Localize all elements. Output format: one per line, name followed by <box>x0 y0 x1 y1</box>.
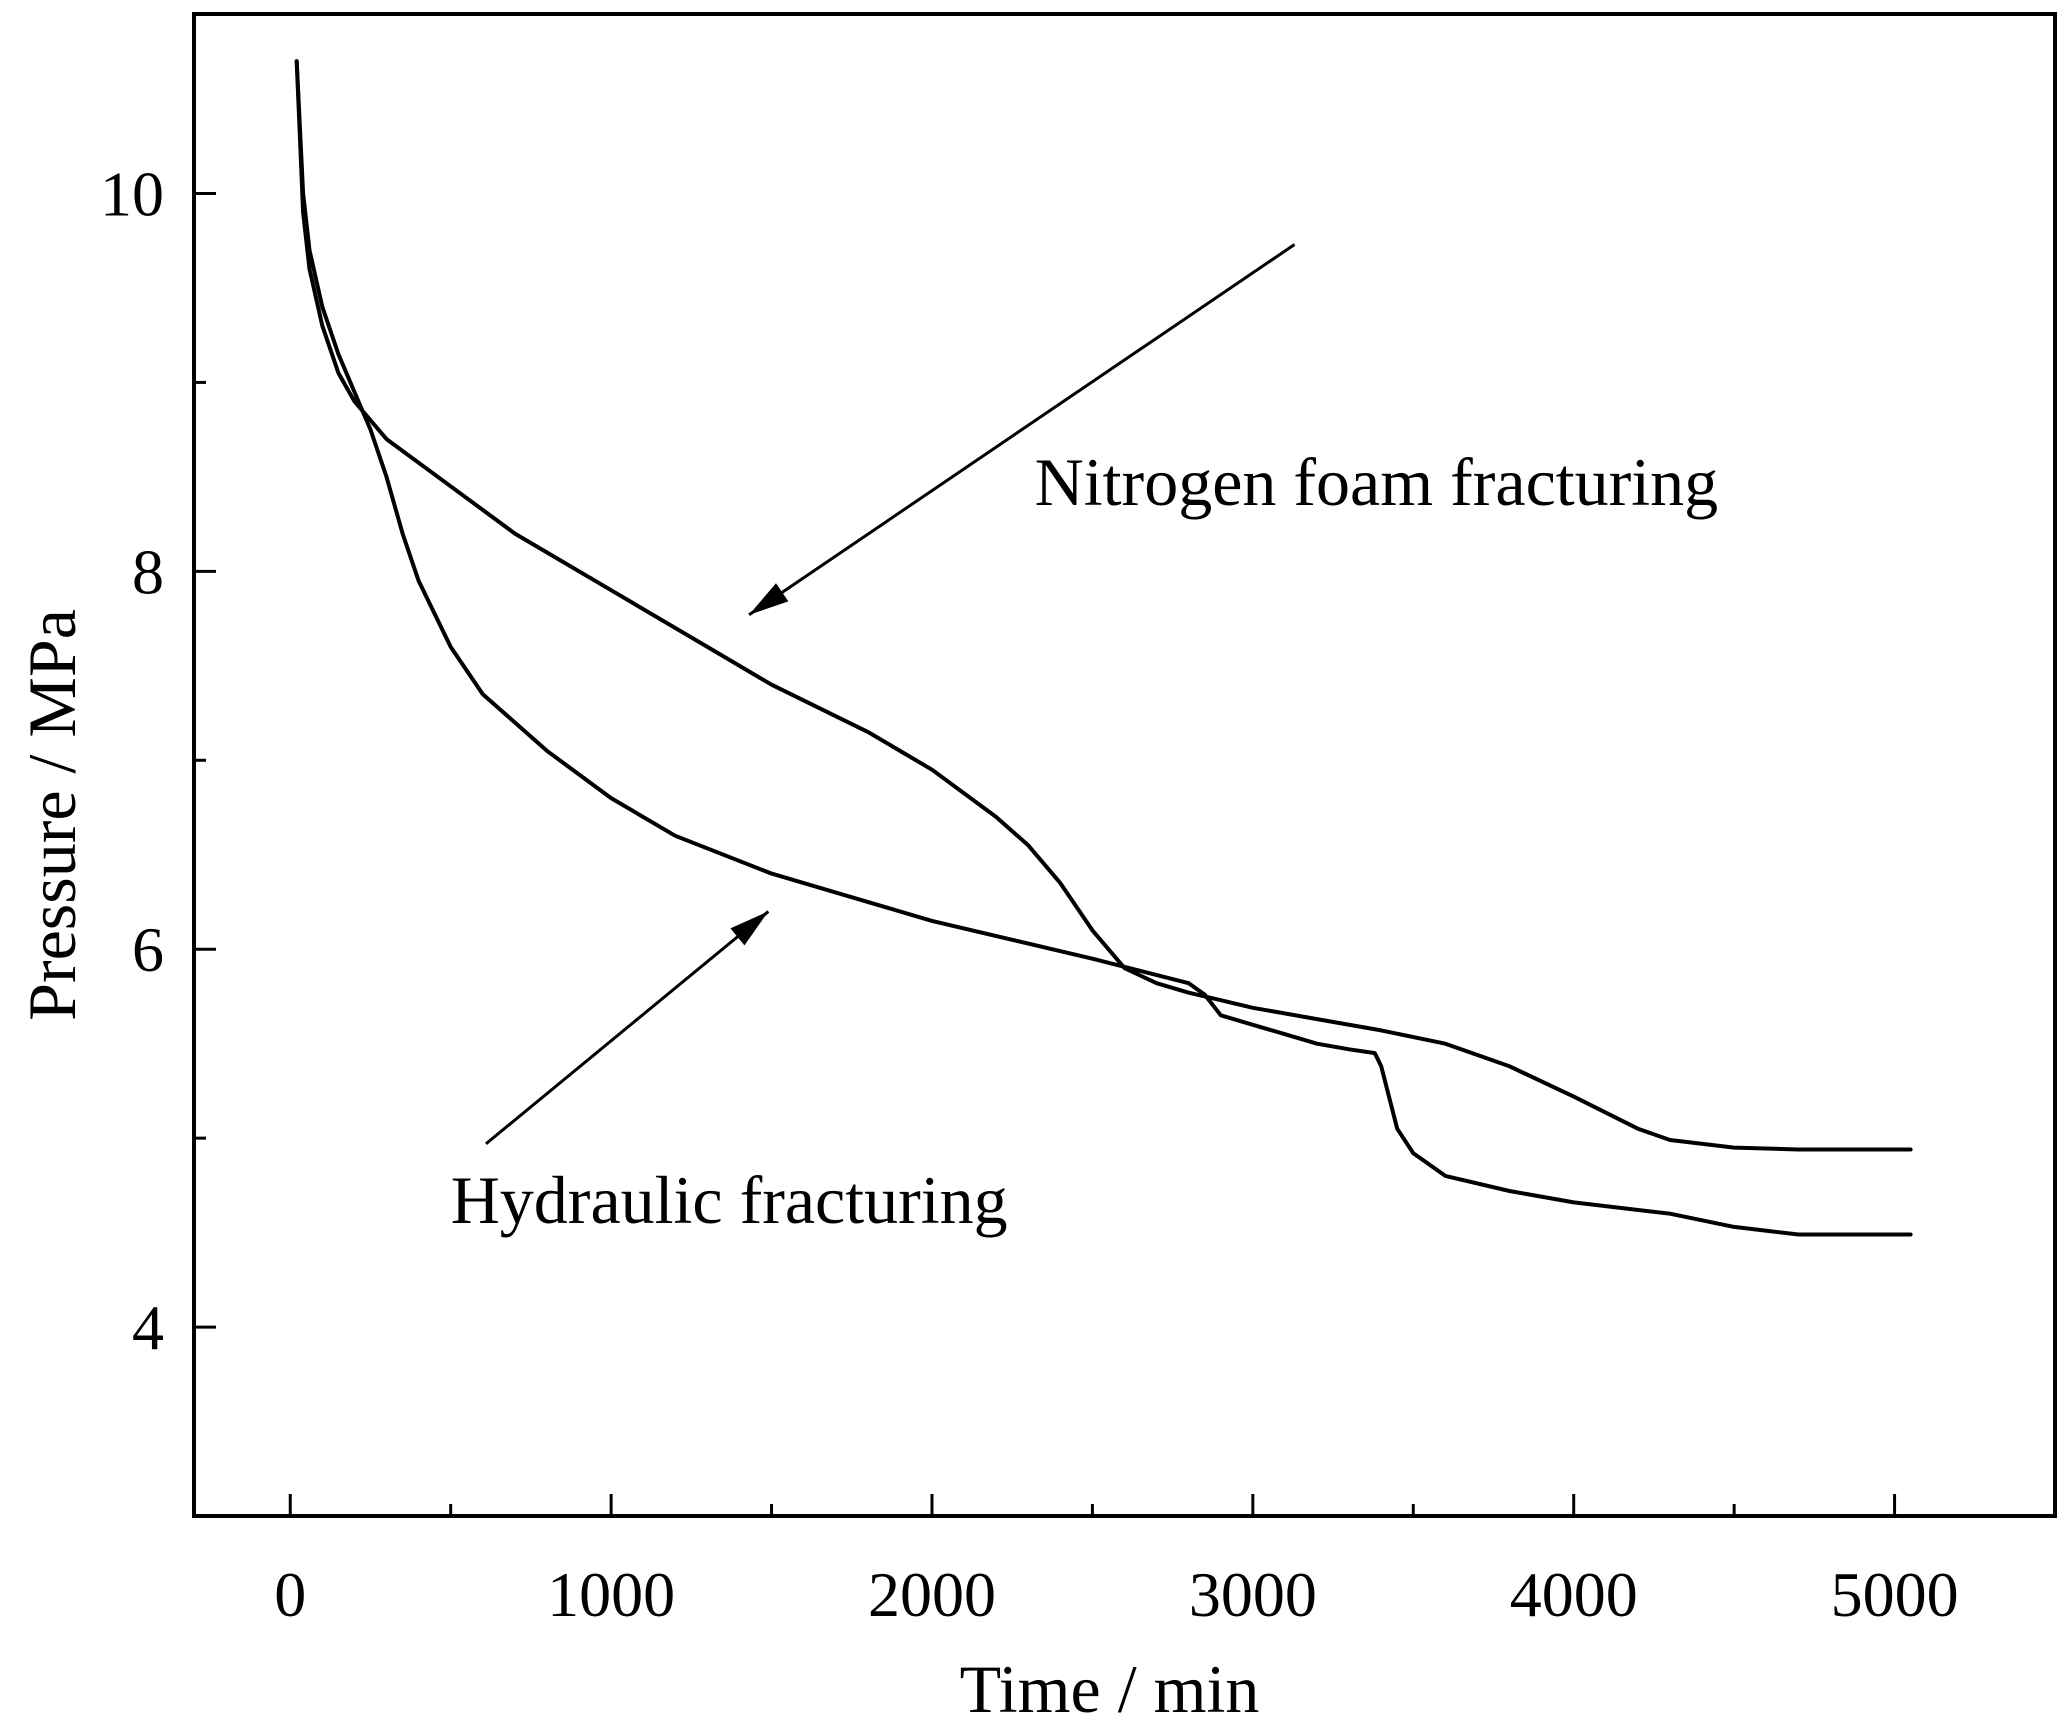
annotation-arrow-nitrogen-foam-fracturing <box>748 243 1296 617</box>
x-tick-label: 1000 <box>547 1559 675 1630</box>
series-line-nitrogen-foam-fracturing <box>294 59 1913 1152</box>
y-tick-label: 4 <box>132 1292 164 1363</box>
arrowhead-nitrogen-foam-fracturing <box>749 583 789 615</box>
y-tick-label: 6 <box>132 914 164 985</box>
x-tick-label: 4000 <box>1510 1559 1638 1630</box>
y-tick-label: 10 <box>100 158 164 229</box>
x-axis-title: Time / min <box>960 1651 1260 1726</box>
x-tick-label: 0 <box>274 1559 306 1630</box>
y-axis-title: Pressure / MPa <box>14 609 90 1021</box>
x-tick-label: 3000 <box>1189 1559 1317 1630</box>
plot-frame <box>192 12 2057 1518</box>
x-tick-label: 5000 <box>1831 1559 1959 1630</box>
arrowhead-hydraulic-fracturing <box>730 911 769 946</box>
annotation-arrow-hydraulic-fracturing <box>485 910 770 1145</box>
annotation-label-hydraulic-fracturing: Hydraulic fracturing <box>451 1162 1008 1238</box>
annotation-label-nitrogen-foam-fracturing: Nitrogen foam fracturing <box>1035 444 1719 520</box>
series-group <box>294 59 1913 1237</box>
series-line-hydraulic-fracturing <box>294 59 1913 1237</box>
y-tick-label: 8 <box>132 536 164 607</box>
x-tick-label: 2000 <box>868 1559 996 1630</box>
axes: 0 1000 2000 3000 4000 5000 4 6 8 10 Time / min Pres… <box>14 12 2057 1726</box>
annotations: Nitrogen foam fracturing Hydraulic fractu… <box>451 243 1719 1238</box>
